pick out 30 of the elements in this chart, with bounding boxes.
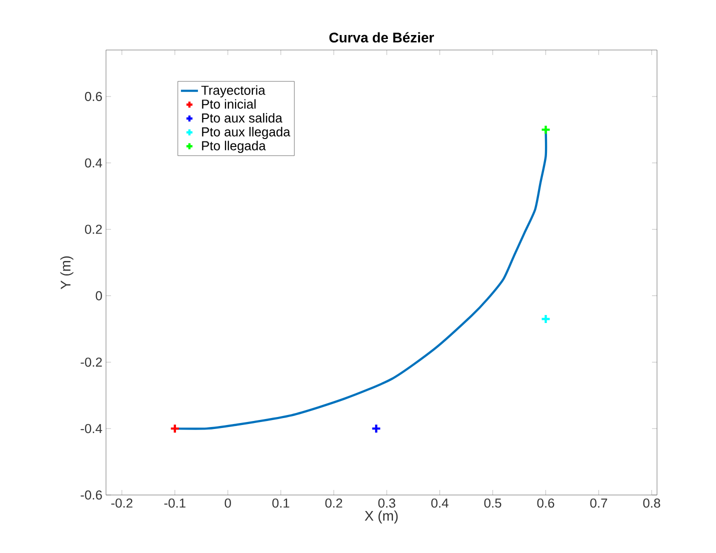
x-tick-label: 0.8 [643,498,660,508]
x-tick-label: 0.6 [537,498,554,508]
y-tick-label: 0.6 [84,92,102,102]
point [540,314,551,324]
y-tick-label: 0.2 [84,224,102,234]
x-tick-label: 0.5 [484,498,502,508]
point [371,423,382,434]
x-tick-label: -0.1 [164,498,186,508]
x-tick-label: 0.2 [325,498,342,508]
point [540,124,551,135]
legend-label: Pto llegada [202,140,266,153]
y-tick-label: -0.4 [80,424,102,434]
x-tick-label: 0.4 [431,498,448,508]
y-axis-title: Y (m) [60,256,74,290]
x-tick-label: -0.2 [111,498,132,508]
chart-title: Curva de Bézier [329,32,434,43]
x-tick-label: 0.3 [378,498,396,508]
x-axis-title: X (m) [364,510,398,524]
y-tick-label: 0 [96,291,102,300]
x-tick-label: 0.1 [272,498,290,508]
x-tick-label: 0.7 [590,498,608,508]
point [170,423,180,434]
legend-label: Pto aux salida [202,113,282,123]
y-tick-label: -0.2 [80,358,102,367]
legend-label: Pto aux llegada [202,126,290,140]
legend-label: Trayectoria [201,85,266,98]
y-tick-label: -0.6 [80,490,102,500]
legend-label: Pto inicial [202,99,256,109]
x-tick-label: 0 [224,498,231,508]
y-tick-label: 0.4 [84,158,102,168]
